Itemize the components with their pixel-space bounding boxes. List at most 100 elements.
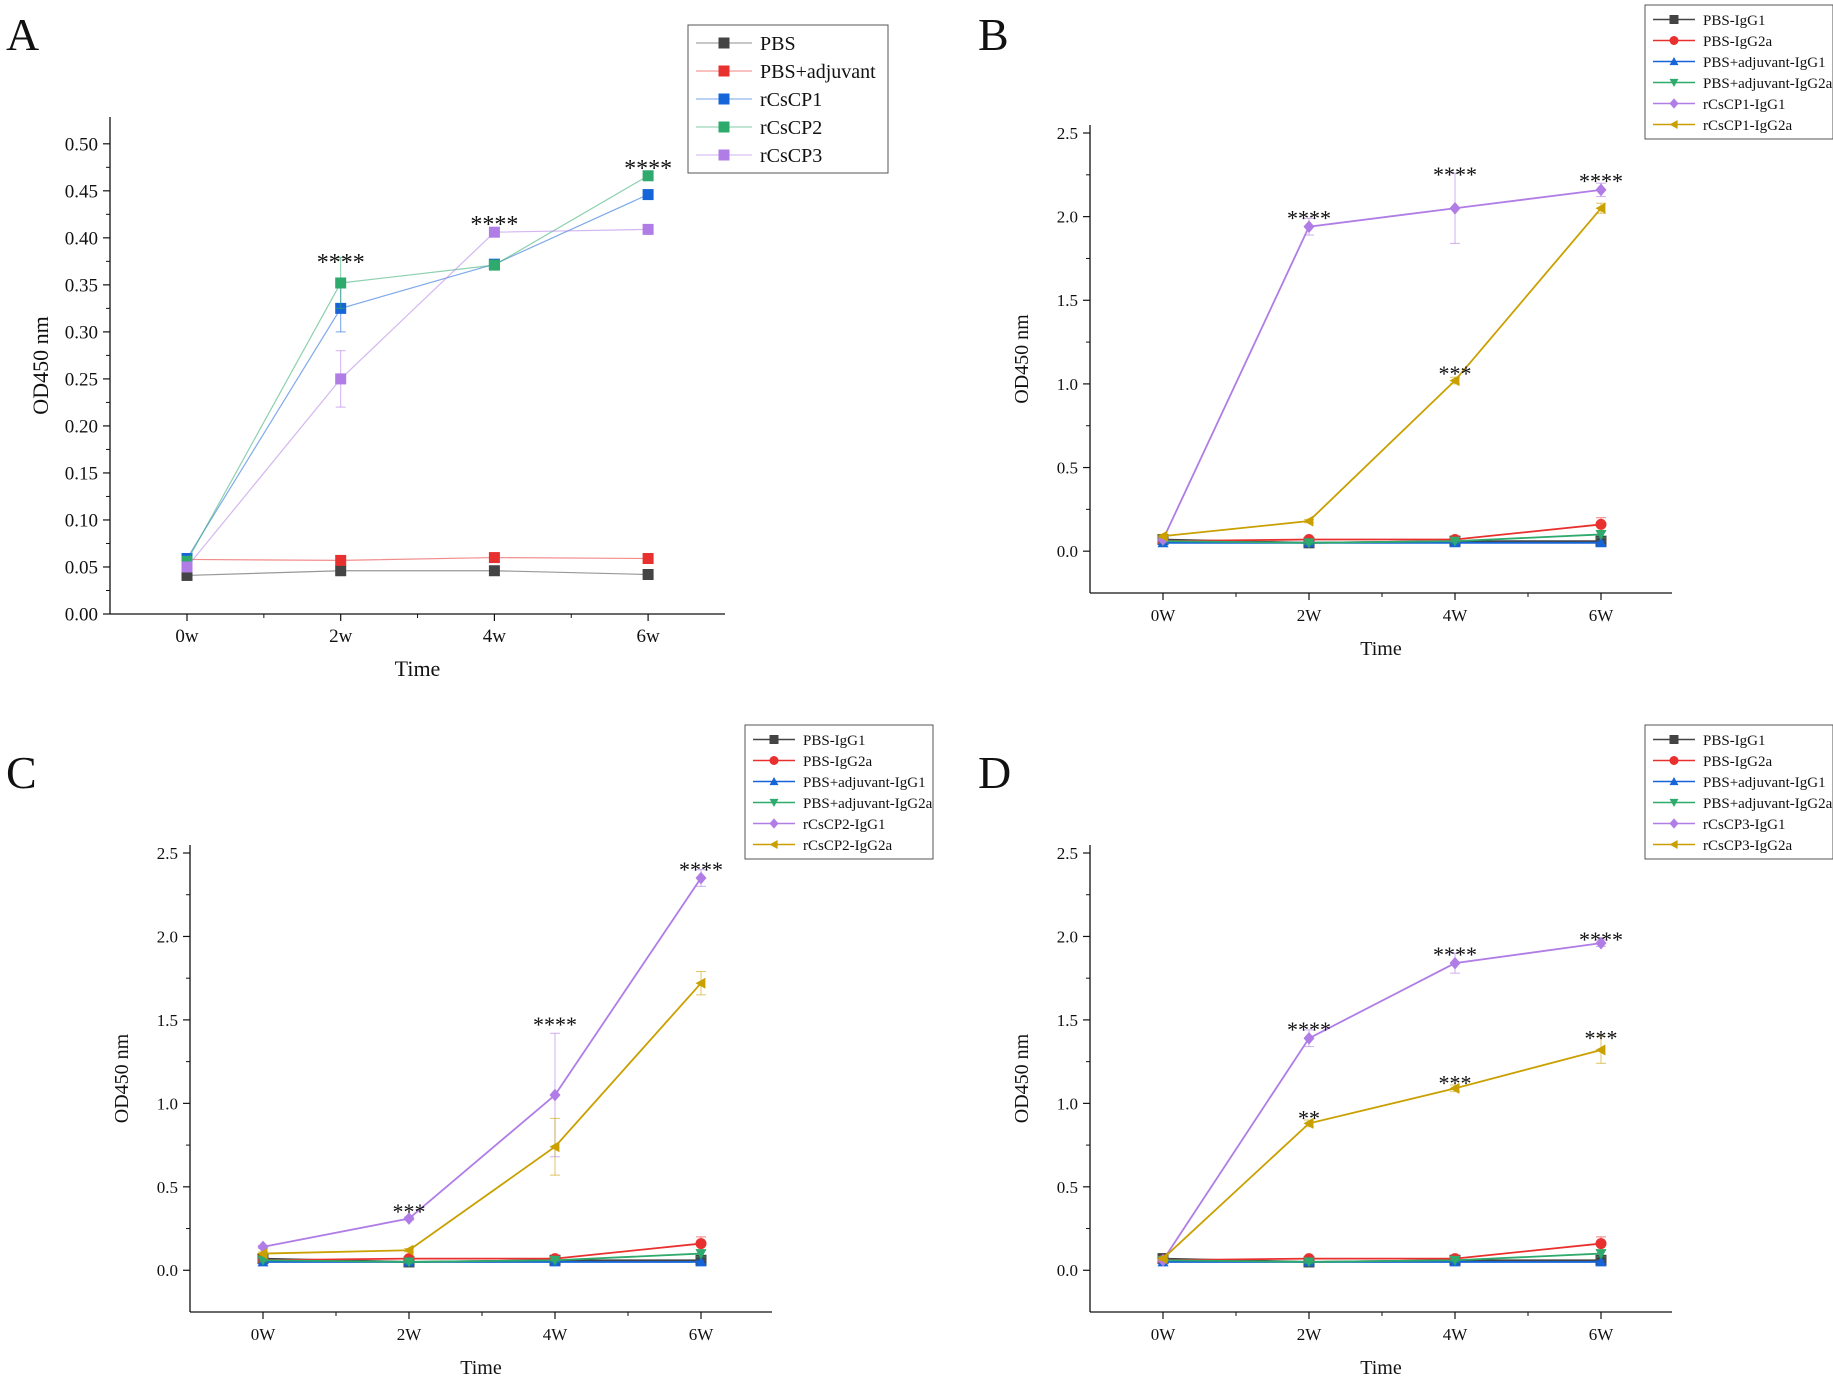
series-line bbox=[262, 1252, 702, 1263]
significance-label: **** bbox=[1287, 205, 1331, 230]
y-tick-label: 0.0 bbox=[1057, 1261, 1078, 1280]
y-tick-label: 0.00 bbox=[65, 605, 98, 626]
x-tick-label: 0W bbox=[1151, 606, 1177, 625]
series-line bbox=[1162, 533, 1602, 544]
series-rcscp3 bbox=[181, 223, 654, 573]
data-point bbox=[1449, 536, 1461, 547]
x-axis-label: Time bbox=[395, 656, 441, 681]
data-point bbox=[1303, 538, 1315, 549]
legend-marker bbox=[769, 840, 778, 849]
legend-marker bbox=[1669, 777, 1679, 786]
series-line bbox=[1162, 523, 1602, 543]
series-rcscp2-igg1 bbox=[257, 869, 707, 1254]
y-axis-label: OD450 nm bbox=[1011, 314, 1033, 404]
y-tick-label: 1.5 bbox=[1057, 1011, 1078, 1030]
significance-label: *** bbox=[1439, 361, 1472, 386]
chart-panel-a: 0.00 0.05 0.10 0.15 0.20 0.25 0.30 0.35 0.40 0.45… bbox=[28, 24, 889, 681]
data-point bbox=[488, 565, 500, 577]
data-point bbox=[642, 189, 654, 201]
y-tick-label: 1.0 bbox=[157, 1094, 178, 1113]
legend-marker bbox=[718, 37, 730, 49]
x-tick-label: 2W bbox=[1297, 606, 1323, 625]
x-tick-label: 2W bbox=[1297, 1325, 1323, 1344]
data-point bbox=[1595, 202, 1606, 214]
series-rcscp1-igg1 bbox=[1157, 172, 1607, 546]
y-tick-label: 0.05 bbox=[65, 558, 98, 579]
significance-label: *** bbox=[1585, 1025, 1618, 1050]
legend: PBS-IgG1 PBS-IgG2a PBS+adjuvant-IgG1 PBS+ad… bbox=[744, 724, 934, 860]
data-point bbox=[1595, 537, 1607, 548]
data-point bbox=[1449, 1255, 1461, 1266]
legend-label: rCsCP1 bbox=[760, 89, 822, 111]
series-pbs-adjuvant bbox=[181, 552, 654, 566]
legend-marker bbox=[1669, 57, 1679, 66]
series-rcscp1-igg2a bbox=[1157, 202, 1606, 542]
legend-marker bbox=[1669, 98, 1679, 109]
legend-label: rCsCP1-IgG1 bbox=[1703, 97, 1786, 113]
data-point bbox=[1595, 936, 1607, 950]
x-tick-label: 4W bbox=[543, 1325, 569, 1344]
legend-marker bbox=[1669, 36, 1679, 45]
legend: PBS-IgG1 PBS-IgG2a PBS+adjuvant-IgG1 PBS+ad… bbox=[1644, 724, 1833, 860]
x-tick-label: 6W bbox=[1589, 1325, 1615, 1344]
data-point bbox=[1157, 533, 1169, 546]
series-line bbox=[1162, 1049, 1602, 1260]
series-line bbox=[186, 228, 649, 568]
data-point bbox=[549, 1141, 560, 1153]
data-point bbox=[642, 569, 654, 581]
data-point bbox=[1303, 515, 1314, 527]
panel-letter-d: D bbox=[978, 747, 1012, 798]
significance-label: ** bbox=[1298, 1105, 1320, 1130]
y-tick-label: 2.0 bbox=[1057, 927, 1078, 946]
data-point bbox=[1595, 1044, 1606, 1056]
y-tick-label: 0.30 bbox=[65, 323, 98, 344]
significance-label: **** bbox=[1579, 169, 1623, 194]
data-point bbox=[1157, 530, 1168, 542]
legend-label: PBS bbox=[760, 33, 796, 55]
x-tick-label: 0W bbox=[1151, 1325, 1177, 1344]
data-point bbox=[335, 554, 347, 566]
legend-label: rCsCP3-IgG2a bbox=[1703, 838, 1793, 854]
y-tick-label: 2.0 bbox=[157, 927, 178, 946]
legend-label: PBS-IgG1 bbox=[1703, 733, 1766, 749]
y-tick-label: 0.50 bbox=[65, 134, 98, 155]
series-line bbox=[1162, 188, 1602, 540]
x-tick-label: 2W bbox=[397, 1325, 423, 1344]
y-tick-label: 0.15 bbox=[65, 464, 98, 485]
panel-letter-b: B bbox=[978, 9, 1009, 60]
legend-marker bbox=[769, 756, 779, 765]
data-point bbox=[695, 1256, 707, 1267]
legend-marker bbox=[1669, 120, 1678, 129]
chart-panel-d: 0.0 0.5 1.0 1.5 2.0 2.5 0W 2W 4W 6W Time OD450 nm **… bbox=[1011, 724, 1833, 1377]
data-point bbox=[1595, 1256, 1607, 1267]
x-tick-label: 6w bbox=[636, 626, 660, 647]
series-line bbox=[186, 570, 649, 577]
data-point bbox=[642, 223, 654, 235]
legend-marker bbox=[1669, 818, 1679, 829]
legend-label: PBS-IgG2a bbox=[1703, 34, 1773, 50]
series-line bbox=[1162, 207, 1602, 538]
legend-label: PBS+adjuvant-IgG1 bbox=[803, 775, 926, 791]
legend-marker bbox=[769, 777, 779, 786]
x-axis-label: Time bbox=[460, 1357, 502, 1377]
legend-marker bbox=[1669, 78, 1679, 87]
series-rcscp2 bbox=[181, 170, 654, 567]
data-point bbox=[1595, 1238, 1607, 1250]
legend-marker bbox=[1669, 756, 1679, 765]
legend-box bbox=[1644, 4, 1833, 140]
data-point bbox=[1449, 375, 1460, 387]
legend-marker bbox=[718, 149, 730, 161]
series-line bbox=[186, 556, 649, 561]
data-point bbox=[335, 565, 347, 577]
legend-label: rCsCP2 bbox=[760, 117, 822, 139]
legend-label: PBS+adjuvant-IgG2a bbox=[1703, 796, 1833, 812]
y-tick-label: 2.5 bbox=[1057, 844, 1078, 863]
data-point bbox=[181, 561, 193, 573]
series-rcscp1 bbox=[181, 189, 654, 565]
y-tick-label: 0.35 bbox=[65, 276, 98, 297]
data-point bbox=[1303, 1117, 1314, 1129]
data-point bbox=[695, 1238, 707, 1250]
significance-label: **** bbox=[1287, 1017, 1331, 1042]
chart-panel-c: 0.0 0.5 1.0 1.5 2.0 2.5 0W 2W 4W 6W Time OD450 nm **… bbox=[111, 724, 934, 1377]
legend-label: rCsCP2-IgG1 bbox=[803, 817, 886, 833]
